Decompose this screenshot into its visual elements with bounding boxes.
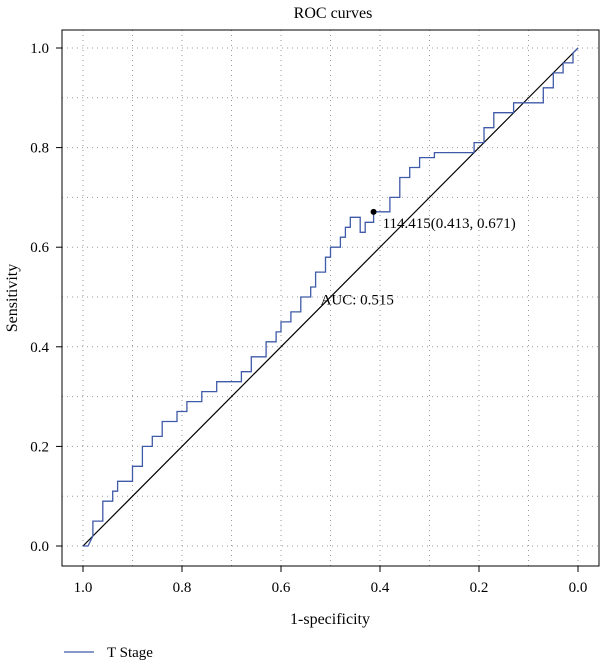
roc-series-t-stage	[83, 47, 579, 547]
plot-frame	[61, 29, 600, 567]
x-tick-label: 1.0	[74, 580, 93, 596]
cutoff-label: 114.415(0.413, 0.671)	[383, 216, 516, 232]
y-axis-title: Sensitivity	[4, 264, 21, 332]
legend: T Stage	[64, 645, 153, 661]
x-tick-label: 0.4	[371, 580, 390, 596]
y-axis: 0.0 0.2 0.4 0.6 0.8 1.0	[30, 41, 62, 555]
y-tick-label: 0.2	[30, 439, 49, 455]
auc-label: AUC: 0.515	[321, 292, 394, 308]
chart-title: ROC curves	[294, 5, 373, 22]
y-tick-label: 0.4	[30, 340, 49, 356]
x-tick-label: 0.8	[173, 580, 192, 596]
y-tick-label: 0.6	[30, 240, 49, 256]
y-tick-label: 0.0	[30, 539, 49, 555]
cutoff-point	[370, 208, 377, 215]
x-tick-label: 0.2	[470, 580, 489, 596]
x-axis-title: 1-specificity	[290, 611, 370, 628]
x-tick-label: 0.6	[272, 580, 291, 596]
y-tick-label: 1.0	[30, 41, 49, 57]
legend-label-t-stage: T Stage	[107, 645, 153, 661]
y-tick-label: 0.8	[30, 141, 49, 157]
x-tick-label: 0.0	[569, 580, 588, 596]
reference-diagonal	[82, 47, 579, 547]
x-axis: 1.0 0.8 0.6 0.4 0.2 0.0	[74, 566, 588, 596]
